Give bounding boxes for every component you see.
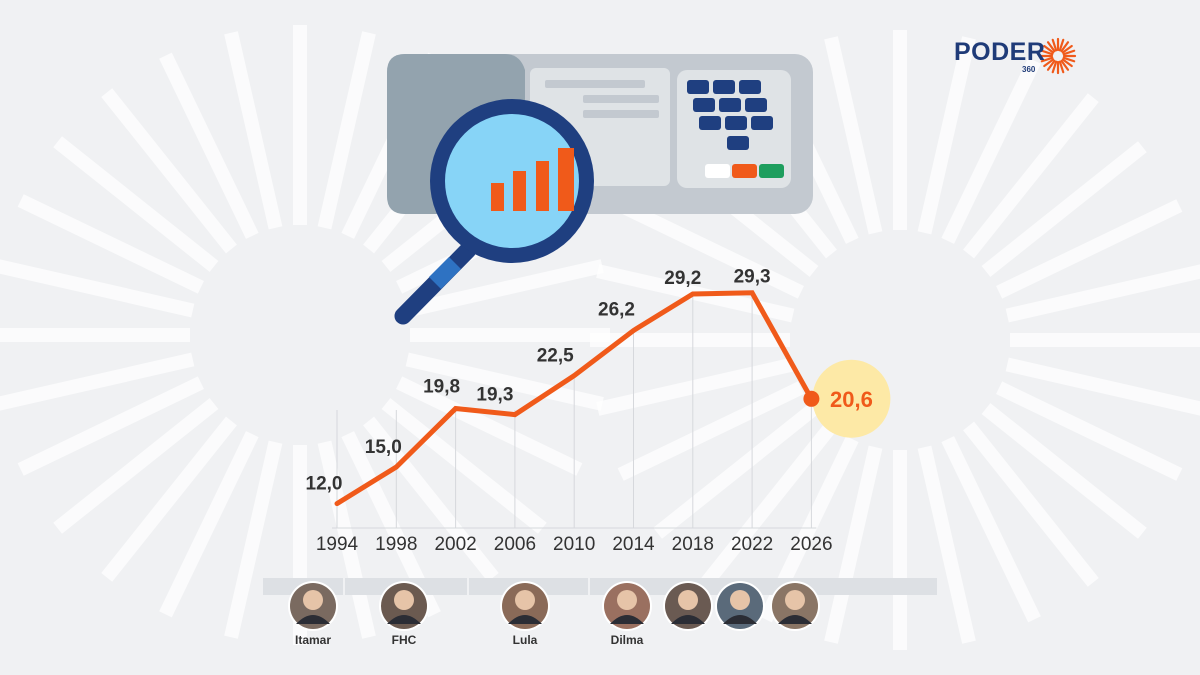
grid bbox=[332, 292, 817, 529]
series-line bbox=[334, 290, 814, 507]
logo-text: PODER bbox=[954, 38, 1046, 66]
magnifier-icon bbox=[394, 99, 594, 325]
x-tick-label: 2010 bbox=[553, 534, 595, 555]
logo-subtext: 360 bbox=[1022, 65, 1036, 74]
highlight-bubble bbox=[812, 359, 891, 438]
data-label: 29,2 bbox=[664, 268, 701, 289]
x-tick-label: 1998 bbox=[375, 534, 417, 555]
x-tick-label: 2014 bbox=[612, 534, 655, 555]
x-tick-label: 1994 bbox=[316, 534, 359, 555]
logo-sunburst-icon bbox=[1039, 37, 1077, 75]
data-label: 19,3 bbox=[476, 385, 513, 406]
avatar bbox=[770, 581, 820, 631]
x-tick-label: 2018 bbox=[672, 534, 714, 555]
x-tick-label: 2006 bbox=[494, 534, 536, 555]
avatar bbox=[288, 581, 338, 631]
data-label: 12,0 bbox=[306, 474, 343, 495]
data-label: 19,8 bbox=[423, 377, 460, 398]
avatar bbox=[715, 581, 765, 631]
president-name: Dilma bbox=[610, 633, 644, 647]
president-name: Lula bbox=[512, 633, 538, 647]
avatar bbox=[379, 581, 429, 631]
data-label: 22,5 bbox=[537, 346, 574, 367]
president-name: FHC bbox=[391, 633, 417, 647]
avatar bbox=[663, 581, 713, 631]
avatar bbox=[602, 581, 652, 631]
president-name: Itamar bbox=[294, 633, 332, 647]
data-label: 20,6 bbox=[830, 387, 873, 412]
data-label: 29,3 bbox=[734, 267, 771, 288]
highlight-point bbox=[803, 390, 820, 407]
x-tick-label: 2022 bbox=[731, 534, 773, 555]
avatar bbox=[500, 581, 550, 631]
x-tick-label: 2026 bbox=[790, 534, 832, 555]
x-tick-label: 2002 bbox=[434, 534, 476, 555]
data-label: 15,0 bbox=[365, 437, 402, 458]
data-label: 26,2 bbox=[598, 300, 635, 321]
